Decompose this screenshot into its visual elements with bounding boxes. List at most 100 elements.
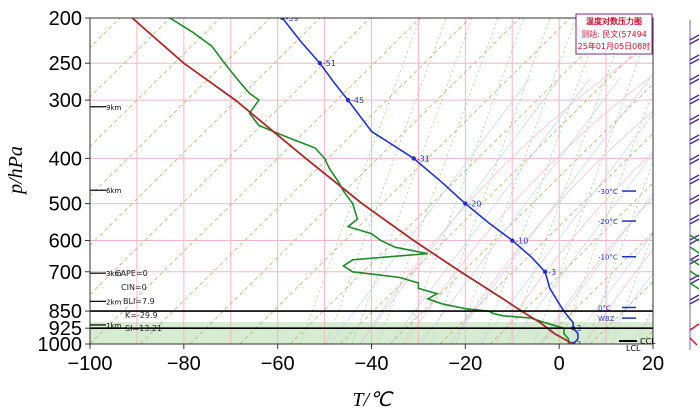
- wind-barb: [689, 258, 700, 266]
- stability-indices: CAPE=0 CIN=0 BLI=7.9 K=-29.9 SI=13.21: [115, 269, 162, 333]
- moist-adiabat: [404, 74, 653, 344]
- y-tick-label: 500: [49, 194, 82, 216]
- index-k: K=-29.9: [125, 311, 158, 320]
- dry-adiabat: [489, 182, 653, 344]
- dry-adiabat: [139, 18, 471, 344]
- temperature-point: [280, 18, 285, 21]
- wet-bulb-line: [509, 153, 653, 344]
- legend-time: 25年01月05日08时: [578, 41, 651, 51]
- wet-bulb-line: [569, 233, 653, 344]
- isotherm-marker-label: -20°C: [598, 218, 618, 226]
- wind-barb: [689, 323, 700, 346]
- temperature-point-label: -20: [468, 200, 481, 209]
- legend-title: 温度对数压力图: [586, 16, 642, 26]
- wind-barb: [689, 154, 700, 165]
- y-tick-label: 925: [49, 318, 82, 340]
- wind-barb: [689, 270, 700, 278]
- temperature-point: [542, 269, 548, 274]
- moist-adiabat: [359, 42, 653, 344]
- temperature-point-label: -59: [285, 14, 298, 23]
- y-tick-label: 250: [49, 53, 82, 75]
- y-tick-label: 600: [49, 231, 82, 253]
- wind-barb: [689, 74, 700, 85]
- wind-barb: [689, 294, 700, 305]
- dry-adiabat: [289, 18, 621, 344]
- x-tick-label: −20: [448, 353, 482, 375]
- dry-adiabat: [189, 18, 521, 344]
- moist-adiabat: [539, 197, 653, 344]
- temperature-point-label: -10: [515, 237, 528, 246]
- moist-adiabat: [494, 151, 653, 344]
- dry-adiabat: [539, 231, 653, 344]
- dry-adiabat: [389, 83, 653, 344]
- temperature-point: [411, 156, 416, 161]
- temperature-point: [510, 238, 515, 243]
- wind-barb: [689, 54, 700, 65]
- temperature-point-label: -51: [323, 59, 336, 68]
- reference-lines: [90, 310, 653, 330]
- moist-adiabat: [584, 249, 653, 344]
- wind-barb: [689, 194, 700, 205]
- index-bli: BLI=7.9: [123, 297, 155, 306]
- isotherm-marker-label: 0°C: [598, 304, 611, 312]
- height-labels: 9km 6km 3km 2km 1km: [90, 104, 122, 330]
- dewpoint-curve: [169, 18, 570, 344]
- wet-bulb-line: [329, 77, 531, 344]
- temperature-point: [345, 97, 351, 103]
- wet-bulb-line: [449, 77, 651, 344]
- isotherm-marker-label: -30°C: [598, 188, 618, 196]
- wind-barb: [689, 282, 700, 290]
- dry-adiabat: [90, 18, 421, 344]
- isotherm-markers: -30°C -20°C -10°C 0°C WBZ: [598, 188, 636, 323]
- x-tick-label: −60: [261, 353, 295, 375]
- dry-adiabat: [90, 18, 171, 98]
- wet-bulb-line: [599, 272, 653, 344]
- y-tick-label: 850: [49, 301, 82, 323]
- temperature-point-label: -31: [417, 154, 430, 163]
- wind-barb: [689, 214, 700, 225]
- temperature-point: [463, 201, 468, 206]
- wind-barbs: [689, 20, 700, 350]
- wind-barb: [689, 134, 700, 145]
- wet-bulb-line: [359, 77, 561, 344]
- height-label: 9km: [106, 104, 122, 112]
- legend-box: 温度对数压力图 测站: 民文(57494 25年01月05日08时: [575, 13, 653, 55]
- y-tick-label: 1000: [38, 334, 83, 356]
- ccl-marker: CCL LCL: [619, 337, 656, 353]
- y-tick-label: 400: [49, 148, 82, 170]
- x-tick-label: −100: [67, 353, 112, 375]
- y-axis-label: p/hPa: [5, 146, 27, 196]
- temperature-point-label: 3: [576, 340, 581, 349]
- temperature-point-label: -3: [548, 268, 556, 277]
- dry-adiabat: [90, 18, 271, 197]
- y-tick-label: 200: [49, 8, 82, 30]
- wet-bulb-line: [539, 193, 653, 344]
- index-cape: CAPE=0: [115, 269, 148, 278]
- x-tick-label: −80: [167, 353, 201, 375]
- isotherm-marker-label: WBZ: [598, 315, 615, 323]
- wet-bulb-line: [419, 77, 621, 344]
- dry-adiabat: [239, 18, 571, 344]
- dry-adiabat: [339, 34, 653, 344]
- index-cin: CIN=0: [121, 283, 147, 292]
- temperature-curve: [281, 18, 579, 344]
- wind-barb: [689, 114, 700, 125]
- moist-adiabat: [449, 110, 653, 344]
- wind-barb: [689, 174, 700, 185]
- ccl-label: CCL: [640, 337, 656, 346]
- x-tick-label: 20: [642, 353, 664, 375]
- dry-adiabat: [90, 18, 321, 246]
- x-axis: −100 −80 −60 −40 −20 0 20: [67, 344, 664, 375]
- isotherm-marker-label: -10°C: [598, 254, 618, 262]
- wind-barb: [689, 94, 700, 105]
- height-label: 3km: [106, 270, 122, 278]
- x-tick-label: 0: [554, 353, 565, 375]
- dry-adiabat: [589, 281, 653, 344]
- legend-station: 测站: 民文(57494: [581, 29, 647, 39]
- y-tick-label: 700: [49, 262, 82, 284]
- parcel-curve: [131, 18, 574, 344]
- temperature-point: [317, 60, 323, 66]
- wet-bulb-line: [389, 77, 591, 344]
